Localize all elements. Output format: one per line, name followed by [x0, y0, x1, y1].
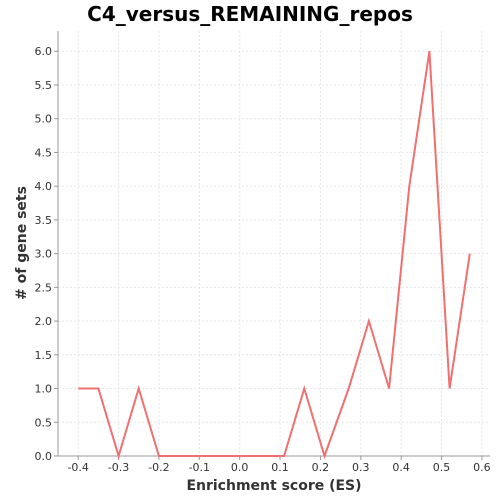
- x-axis-label: Enrichment score (ES): [186, 478, 361, 494]
- data-point: [198, 455, 200, 457]
- data-point: [303, 388, 305, 390]
- x-tick-label: 0.2: [312, 461, 330, 474]
- y-tick-label: 2.0: [35, 315, 53, 328]
- data-point: [428, 50, 430, 52]
- y-axis-label: # of gene sets: [14, 186, 30, 300]
- x-tick-label: 0.4: [392, 461, 410, 474]
- data-point: [178, 455, 180, 457]
- x-tick-label: 0.0: [231, 461, 249, 474]
- data-point: [118, 455, 120, 457]
- y-tick-label: 4.5: [35, 146, 53, 159]
- x-tick-label: 0.1: [271, 461, 289, 474]
- x-tick-label: -0.4: [67, 461, 88, 474]
- data-point: [263, 455, 265, 457]
- y-tick-label: 3.0: [35, 248, 53, 261]
- grid: [58, 31, 490, 457]
- y-tick-label: 1.0: [35, 383, 53, 396]
- x-tick-label: 0.5: [433, 461, 451, 474]
- chart-title: C4_versus_REMAINING_repos: [87, 2, 413, 26]
- data-point: [323, 455, 325, 457]
- y-tick-label: 0.5: [35, 416, 53, 429]
- data-point: [348, 388, 350, 390]
- data-point: [388, 388, 390, 390]
- data-point: [449, 388, 451, 390]
- y-tick-label: 2.5: [35, 281, 53, 294]
- y-tick-label: 0.0: [35, 450, 53, 463]
- x-tick-label: 0.3: [352, 461, 370, 474]
- data-point: [77, 388, 79, 390]
- y-tick-label: 3.5: [35, 214, 53, 227]
- y-tick-label: 6.0: [35, 45, 53, 58]
- x-tick-label: 0.6: [473, 461, 491, 474]
- data-point: [368, 320, 370, 322]
- x-tick-label: -0.3: [108, 461, 129, 474]
- y-tick-label: 5.5: [35, 79, 53, 92]
- y-tick-label: 4.0: [35, 180, 53, 193]
- data-point: [283, 455, 285, 457]
- y-tick-label: 1.5: [35, 349, 53, 362]
- x-tick-label: -0.2: [148, 461, 169, 474]
- data-point: [138, 388, 140, 390]
- ticks: -0.4 -0.3 -0.2 -0.1 0.0 0.1 0.2 0.3 0.4 0.5 0.6 0.0…: [35, 45, 491, 474]
- y-tick-label: 5.0: [35, 113, 53, 126]
- data-point: [239, 455, 241, 457]
- series-line: [78, 51, 471, 460]
- x-tick-label: -0.1: [189, 461, 210, 474]
- data-point: [158, 455, 160, 457]
- data-point: [408, 185, 410, 187]
- series: [77, 50, 471, 460]
- data-point: [469, 253, 471, 255]
- plot-area: [58, 31, 490, 456]
- data-point: [97, 388, 99, 390]
- data-point: [218, 455, 220, 457]
